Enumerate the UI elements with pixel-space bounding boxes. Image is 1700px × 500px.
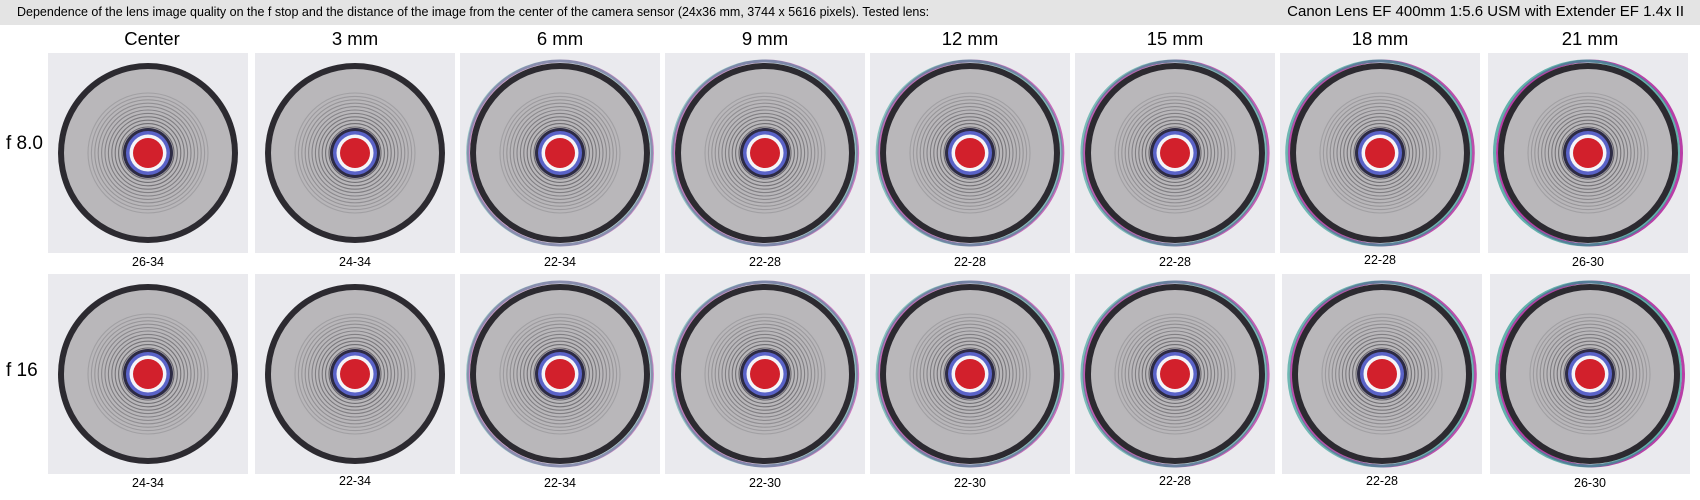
test-image-f16-6mm — [460, 274, 660, 474]
description-text: Dependence of the lens image quality on … — [17, 5, 930, 19]
rating-f16-6mm: 22-34 — [544, 476, 576, 490]
test-target-graphic — [1285, 59, 1475, 247]
rating-f8-center: 26-34 — [132, 255, 164, 269]
rating-f16-18mm: 22-28 — [1366, 474, 1398, 488]
row-heading-f16: f 16 — [6, 360, 38, 381]
test-target-graphic — [1493, 59, 1683, 247]
test-image-f8-3mm — [255, 53, 455, 253]
test-image-f8-18mm — [1280, 53, 1480, 253]
test-target-graphic — [670, 59, 860, 247]
test-image-f16-center — [48, 274, 248, 474]
test-target-graphic — [1495, 280, 1685, 468]
column-heading-center: Center — [124, 28, 180, 49]
test-target-graphic — [58, 284, 238, 464]
test-image-f8-15mm — [1075, 53, 1275, 253]
test-target-graphic — [265, 284, 445, 464]
column-heading-3mm: 3 mm — [331, 28, 379, 49]
test-image-f16-9mm — [665, 274, 865, 474]
rating-f8-21mm: 26-30 — [1572, 255, 1604, 269]
rating-f16-center: 24-34 — [132, 476, 164, 490]
test-image-f8-6mm — [460, 53, 660, 253]
column-heading-18mm: 18 mm — [1351, 28, 1409, 49]
test-target-graphic — [1080, 59, 1270, 247]
test-target-graphic — [466, 280, 654, 468]
rating-f16-3mm: 22-34 — [339, 474, 371, 488]
test-image-f16-15mm — [1075, 274, 1275, 474]
column-heading-15mm: 15 mm — [1146, 28, 1204, 49]
rating-f16-12mm: 22-30 — [954, 476, 986, 490]
test-image-f8-12mm — [870, 53, 1070, 253]
column-heading-6mm: 6 mm — [536, 28, 584, 49]
rating-f8-18mm: 22-28 — [1364, 253, 1396, 267]
test-target-graphic — [670, 280, 860, 468]
rating-f16-21mm: 26-30 — [1574, 476, 1606, 490]
test-target-graphic — [58, 63, 238, 243]
test-target-graphic — [265, 63, 445, 243]
test-target-graphic — [466, 59, 654, 247]
test-image-f16-18mm — [1282, 274, 1482, 474]
header-bar: Dependence of the lens image quality on … — [0, 0, 1700, 25]
rating-f16-15mm: 22-28 — [1159, 474, 1191, 488]
test-image-f16-21mm — [1490, 274, 1690, 474]
rating-f8-12mm: 22-28 — [954, 255, 986, 269]
test-image-f16-3mm — [255, 274, 455, 474]
test-image-f8-21mm — [1488, 53, 1688, 253]
tested-lens-label: Canon Lens EF 400mm 1:5.6 USM with Exten… — [1287, 3, 1684, 20]
column-heading-21mm: 21 mm — [1561, 28, 1619, 49]
column-heading-12mm: 12 mm — [941, 28, 999, 49]
test-target-graphic — [875, 280, 1065, 468]
rating-f8-15mm: 22-28 — [1159, 255, 1191, 269]
test-target-graphic — [1080, 280, 1270, 468]
rating-f8-6mm: 22-34 — [544, 255, 576, 269]
test-image-f8-center — [48, 53, 248, 253]
test-target-graphic — [1287, 280, 1477, 468]
test-image-f8-9mm — [665, 53, 865, 253]
rating-f16-9mm: 22-30 — [749, 476, 781, 490]
test-image-f16-12mm — [870, 274, 1070, 474]
test-target-graphic — [875, 59, 1065, 247]
rating-f8-3mm: 24-34 — [339, 255, 371, 269]
row-heading-f8: f 8.0 — [6, 133, 43, 154]
rating-f8-9mm: 22-28 — [749, 255, 781, 269]
column-heading-9mm: 9 mm — [741, 28, 789, 49]
